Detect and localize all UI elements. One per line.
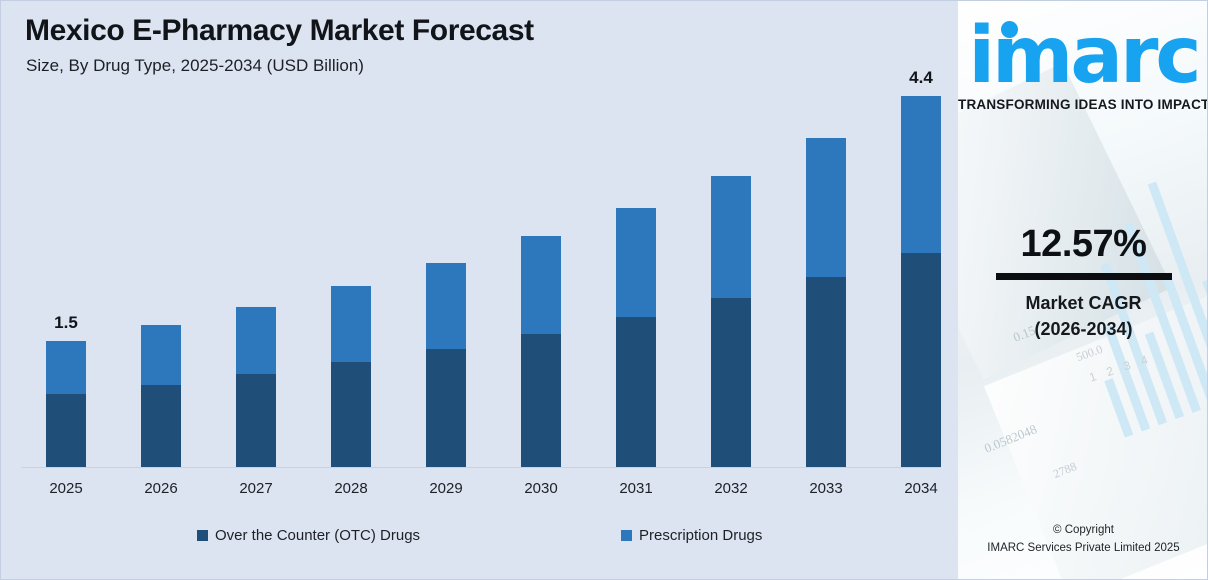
bar-2029[interactable]: [426, 262, 466, 468]
bar-segment-prescription-2027: [236, 306, 276, 375]
x-axis-label-2034: 2034: [904, 480, 938, 497]
decorative-number-2: 0.0582048: [982, 421, 1039, 456]
bar-segment-otc-2033: [806, 276, 846, 468]
x-axis-label-2027: 2027: [239, 480, 273, 497]
copyright-line-1: © Copyright: [1053, 524, 1114, 536]
bar-segment-prescription-2034: [901, 96, 941, 254]
x-axis-line: [21, 467, 941, 468]
bar-2030[interactable]: [521, 236, 561, 468]
x-axis-label-2029: 2029: [429, 480, 463, 497]
page-subtitle: Size, By Drug Type, 2025-2034 (USD Billi…: [26, 56, 364, 75]
bar-segment-prescription-2033: [806, 138, 846, 277]
legend-item-otc[interactable]: Over the Counter (OTC) Drugs: [197, 527, 420, 544]
bar-segment-otc-2032: [711, 298, 751, 468]
bar-2033[interactable]: [806, 138, 846, 468]
cagr-value: 12.57%: [1020, 223, 1147, 265]
decorative-number-3: 2788: [1051, 459, 1079, 482]
legend-swatch-icon: [621, 530, 632, 541]
bar-segment-otc-2031: [616, 316, 656, 468]
cagr-divider: [995, 273, 1172, 280]
logo-tagline: TRANSFORMING IDEAS INTO IMPACT: [958, 97, 1208, 113]
chart-panel: Mexico E-Pharmacy Market Forecast Size, …: [1, 1, 958, 579]
bar-segment-otc-2030: [521, 333, 561, 468]
bar-2028[interactable]: [331, 286, 371, 468]
bar-segment-prescription-2032: [711, 175, 751, 299]
cagr-period: (2026-2034): [1034, 319, 1133, 340]
bar-segment-otc-2026: [141, 385, 181, 468]
x-axis-label-2028: 2028: [334, 480, 368, 497]
bar-2026[interactable]: [141, 325, 181, 468]
x-axis-label-2026: 2026: [144, 480, 178, 497]
x-axis-label-2033: 2033: [809, 480, 843, 497]
cagr-label: Market CAGR: [1025, 293, 1142, 313]
decorative-number-4: 500.0: [1074, 341, 1105, 365]
bar-value-label-2025: 1.5: [54, 313, 78, 333]
bar-2031[interactable]: [616, 207, 656, 468]
cagr-block: 12.57% Market CAGR (2026-2034): [958, 223, 1207, 342]
bar-2027[interactable]: [236, 306, 276, 468]
legend-swatch-icon: [197, 530, 208, 541]
logo-dot-icon: [1001, 21, 1018, 38]
imarc-logo: imarc TRANSFORMING IDEAS INTO IMPACT: [958, 17, 1208, 113]
bar-segment-prescription-2029: [426, 262, 466, 349]
legend-label: Prescription Drugs: [639, 527, 763, 544]
bar-segment-prescription-2026: [141, 325, 181, 386]
x-axis-label-2031: 2031: [619, 480, 653, 497]
bar-segment-otc-2029: [426, 348, 466, 468]
bar-segment-otc-2025: [46, 394, 86, 468]
bar-2034[interactable]: [901, 96, 941, 468]
bar-segment-otc-2034: [901, 253, 941, 468]
bar-segment-prescription-2028: [331, 286, 371, 363]
bar-chart-plot-area: 1.5 4.4: [21, 68, 941, 468]
brand-panel: 0.15 0.0582048 2788 500.0 1 2 3 4 imarc …: [958, 1, 1208, 579]
logo-wordmark: imarc: [958, 17, 1207, 95]
copyright-block: © Copyright IMARC Services Private Limit…: [958, 522, 1207, 558]
x-axis-label-2032: 2032: [714, 480, 748, 497]
decorative-digits: 1 2 3 4: [1087, 351, 1154, 385]
x-axis-label-2025: 2025: [49, 480, 83, 497]
page-title: Mexico E-Pharmacy Market Forecast: [25, 14, 534, 47]
bar-value-label-2034: 4.4: [909, 68, 933, 87]
legend-label: Over the Counter (OTC) Drugs: [215, 527, 421, 544]
bar-segment-prescription-2025: [46, 341, 86, 395]
bar-2032[interactable]: [711, 175, 751, 468]
copyright-line-2: IMARC Services Private Limited 2025: [987, 541, 1180, 554]
bar-segment-otc-2028: [331, 362, 371, 468]
bar-2025[interactable]: [46, 341, 86, 468]
bar-segment-prescription-2030: [521, 236, 561, 334]
decorative-bar: [1104, 378, 1134, 438]
legend-item-prescription[interactable]: Prescription Drugs: [621, 527, 762, 544]
chart-legend: Over the Counter (OTC) Drugs Prescription…: [1, 527, 958, 553]
decorative-bar: [1144, 331, 1185, 420]
bar-segment-otc-2027: [236, 374, 276, 468]
x-axis-label-2030: 2030: [524, 480, 558, 497]
bar-segment-prescription-2031: [616, 207, 656, 317]
